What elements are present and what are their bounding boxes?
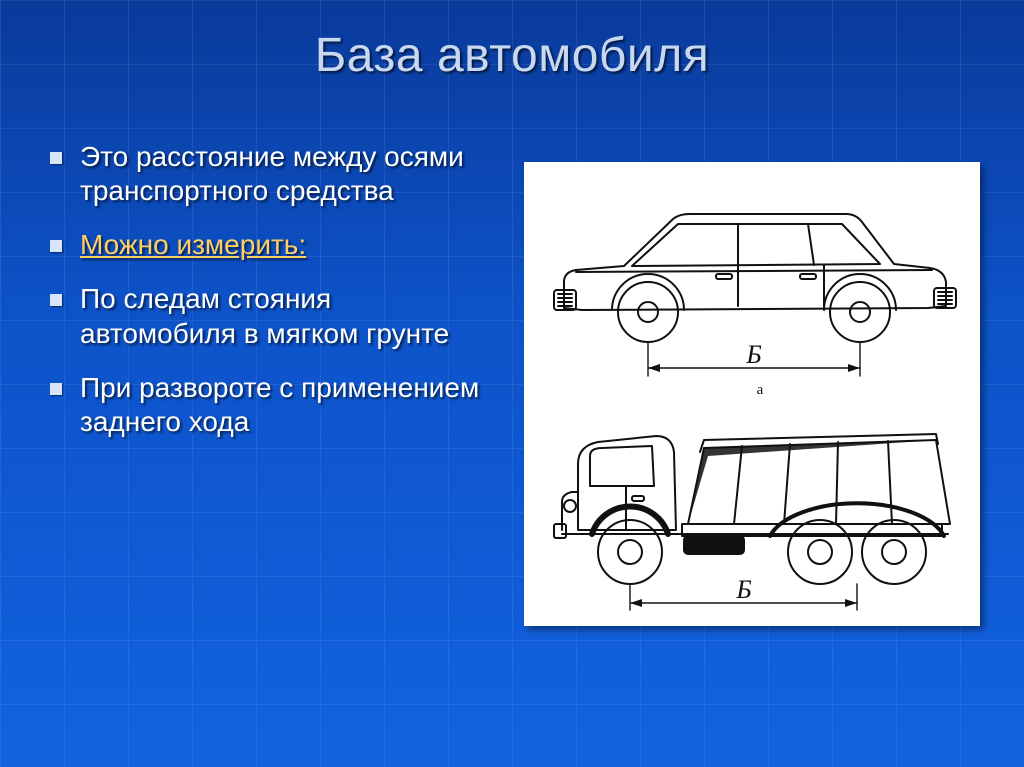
truck-dim-label: Б [735, 575, 751, 604]
bullet-item: При развороте с применением заднего хода [46, 371, 486, 439]
car-sub-label: а [757, 382, 764, 398]
car-drawing [554, 214, 956, 342]
bullet-item: Это расстояние между осями транспортного… [46, 140, 486, 208]
bullet-text-emphasis: Можно измерить: [80, 229, 306, 260]
truck-drawing [554, 434, 950, 584]
bullet-item: По следам стояния автомобиля в мягком гр… [46, 282, 486, 350]
bullet-text: Это расстояние между осями транспортного… [80, 141, 464, 206]
bullet-item: Можно измерить: [46, 228, 486, 262]
bullet-list-container: Это расстояние между осями транспортного… [46, 140, 486, 459]
bullet-text: При развороте с применением заднего хода [80, 372, 479, 437]
slide: База автомобиля Это расстояние между ося… [0, 0, 1024, 767]
slide-title: База автомобиля [0, 28, 1024, 83]
vehicle-diagram: Б а [524, 162, 980, 626]
bullet-list: Это расстояние между осями транспортного… [46, 140, 486, 439]
car-dim-label: Б [745, 340, 761, 369]
bullet-text: По следам стояния автомобиля в мягком гр… [80, 283, 449, 348]
